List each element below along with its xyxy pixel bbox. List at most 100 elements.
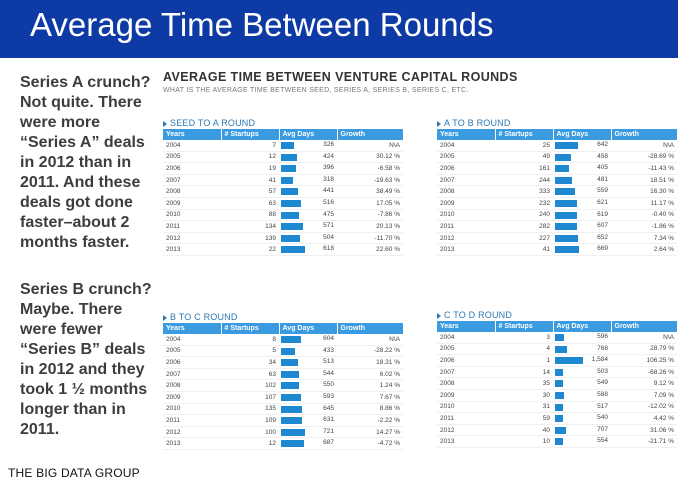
growth-cell: 31.06 %	[611, 424, 677, 437]
year-cell: 2004	[437, 140, 495, 152]
avg-days-value: 318	[323, 175, 334, 183]
startups-cell: 35	[495, 377, 553, 390]
col-growth-header[interactable]: Growth	[611, 321, 678, 332]
table-row: 2011 282 607 -1.86 %	[437, 220, 677, 233]
col-years-header[interactable]: Years	[163, 323, 222, 334]
col-avg-days-header[interactable]: Avg Days	[279, 323, 338, 334]
panel-c-to-d: C TO D ROUND Years # Startups Avg Days Growt…	[437, 310, 678, 448]
triangle-icon	[163, 120, 167, 127]
avg-days-cell: 631	[279, 414, 337, 427]
panel-title-text: A TO B ROUND	[444, 118, 511, 128]
startups-cell: 134	[221, 220, 279, 233]
avg-days-bar	[555, 334, 564, 341]
year-cell: 2009	[437, 197, 495, 210]
note-line: Series B crunch?	[20, 281, 152, 298]
avg-days-bar	[555, 426, 566, 434]
avg-days-value: 481	[597, 175, 608, 183]
avg-days-cell: 550	[279, 379, 337, 392]
year-cell: 2004	[163, 334, 221, 346]
growth-cell: -28.69 %	[611, 151, 677, 164]
avg-days-value: 687	[323, 439, 334, 447]
col-years-header[interactable]: Years	[437, 321, 496, 332]
avg-days-value: 571	[323, 222, 334, 230]
year-cell: 2006	[437, 162, 495, 175]
table-row: 2008 102 550 1.24 %	[163, 379, 403, 392]
startups-cell: 14	[495, 366, 553, 379]
startups-cell: 12	[221, 437, 279, 450]
col-avg-days-header[interactable]: Avg Days	[553, 321, 612, 332]
startups-cell: 3	[495, 332, 553, 344]
note-line: Maybe. There	[20, 301, 123, 318]
year-cell: 2009	[437, 389, 495, 402]
table-row: 2010 88 475 -7.86 %	[163, 209, 403, 222]
avg-days-cell: 618	[279, 243, 337, 256]
growth-cell: 20.13 %	[337, 220, 403, 233]
col-years-header[interactable]: Years	[163, 129, 222, 140]
year-cell: 2010	[163, 403, 221, 416]
note-line: in 2012 and they	[20, 361, 145, 378]
avg-days-value: 652	[597, 233, 608, 241]
col-growth-header[interactable]: Growth	[611, 129, 678, 140]
note-line: longer than in	[20, 401, 126, 418]
avg-days-value: 607	[597, 222, 608, 230]
startups-cell: 8	[221, 334, 279, 346]
avg-days-bar	[281, 142, 294, 149]
col-avg-days-header[interactable]: Avg Days	[279, 129, 338, 140]
col-startups-header[interactable]: # Startups	[495, 129, 554, 140]
col-years-header[interactable]: Years	[437, 129, 496, 140]
table-row: 2007 63 544 6.02 %	[163, 368, 403, 381]
startups-cell: 100	[221, 426, 279, 439]
avg-days-value: 475	[323, 210, 334, 218]
avg-days-bar	[555, 415, 564, 423]
round-table: Years # Startups Avg Days Growth 2004 25 642 N\…	[437, 129, 678, 256]
avg-days-bar	[555, 165, 570, 173]
avg-days-bar	[281, 405, 303, 413]
avg-days-cell: 593	[279, 391, 337, 404]
avg-days-bar	[555, 403, 563, 411]
avg-days-value: 618	[323, 245, 334, 253]
avg-days-cell: 549	[553, 377, 611, 390]
col-growth-header[interactable]: Growth	[337, 129, 404, 140]
panel-title: A TO B ROUND	[437, 118, 677, 129]
year-cell: 2007	[163, 368, 221, 381]
table-row: 2005 4 768 28.79 %	[437, 343, 677, 356]
startups-cell: 41	[221, 174, 279, 187]
table-row: 2006 34 513 18.31 %	[163, 356, 403, 369]
avg-days-cell: 554	[553, 435, 611, 448]
col-startups-header[interactable]: # Startups	[495, 321, 554, 332]
growth-cell: 18.31 %	[337, 356, 403, 369]
startups-cell: 88	[221, 209, 279, 222]
avg-days-bar	[555, 391, 564, 399]
growth-cell: 14.27 %	[337, 426, 403, 439]
brand-footer: THE BIG DATA GROUP	[8, 466, 140, 480]
growth-cell: 9.12 %	[611, 377, 677, 390]
col-startups-header[interactable]: # Startups	[221, 323, 280, 334]
chart-title: AVERAGE TIME BETWEEN VENTURE CAPITAL ROU…	[163, 70, 518, 84]
avg-days-cell: 687	[279, 437, 337, 450]
col-avg-days-header[interactable]: Avg Days	[553, 129, 612, 140]
avg-days-cell: 642	[553, 140, 611, 152]
triangle-icon	[437, 120, 441, 127]
col-growth-header[interactable]: Growth	[337, 323, 404, 334]
avg-days-value: 621	[597, 198, 608, 206]
year-cell: 2008	[437, 377, 495, 390]
table-row: 2010 240 619 -0.40 %	[437, 209, 677, 222]
growth-cell: 30.12 %	[337, 151, 403, 164]
year-cell: 2008	[437, 185, 495, 198]
avg-days-bar	[281, 382, 300, 390]
startups-cell: 63	[221, 368, 279, 381]
col-startups-header[interactable]: # Startups	[221, 129, 280, 140]
startups-cell: 34	[221, 356, 279, 369]
startups-cell: 244	[495, 174, 553, 187]
note-line: “Series A” deals	[20, 134, 145, 151]
avg-days-value: 645	[323, 404, 334, 412]
growth-cell: 18.51 %	[611, 174, 677, 187]
note-line: were more	[20, 114, 101, 131]
avg-days-bar	[281, 347, 296, 355]
avg-days-value: 513	[323, 358, 334, 366]
avg-days-value: 424	[323, 152, 334, 160]
avg-days-cell: 433	[279, 345, 337, 358]
avg-days-bar	[555, 142, 578, 149]
round-table: Years # Startups Avg Days Growth 2004 8 604 N\A…	[163, 323, 404, 450]
avg-days-value: 549	[597, 379, 608, 387]
